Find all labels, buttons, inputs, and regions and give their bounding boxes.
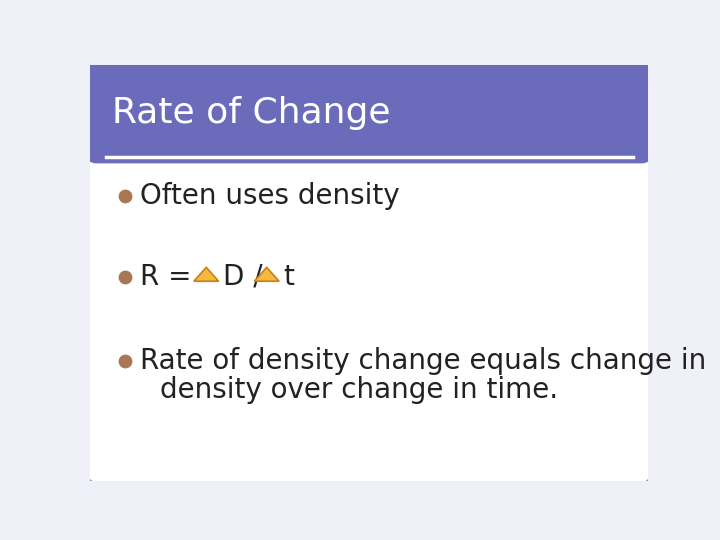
FancyBboxPatch shape [87,62,651,484]
Text: Rate of density change equals change in: Rate of density change equals change in [140,347,706,375]
Text: Often uses density: Often uses density [140,181,400,210]
Text: t: t [284,262,294,291]
Polygon shape [194,267,219,281]
Text: Rate of Change: Rate of Change [112,96,390,130]
Text: R =: R = [140,262,201,291]
Point [119,357,130,366]
Text: density over change in time.: density over change in time. [160,376,558,404]
Polygon shape [106,139,632,154]
Point [119,191,130,200]
Text: D /: D / [223,262,281,291]
Point [119,272,130,281]
Polygon shape [254,267,279,281]
FancyBboxPatch shape [87,62,651,164]
